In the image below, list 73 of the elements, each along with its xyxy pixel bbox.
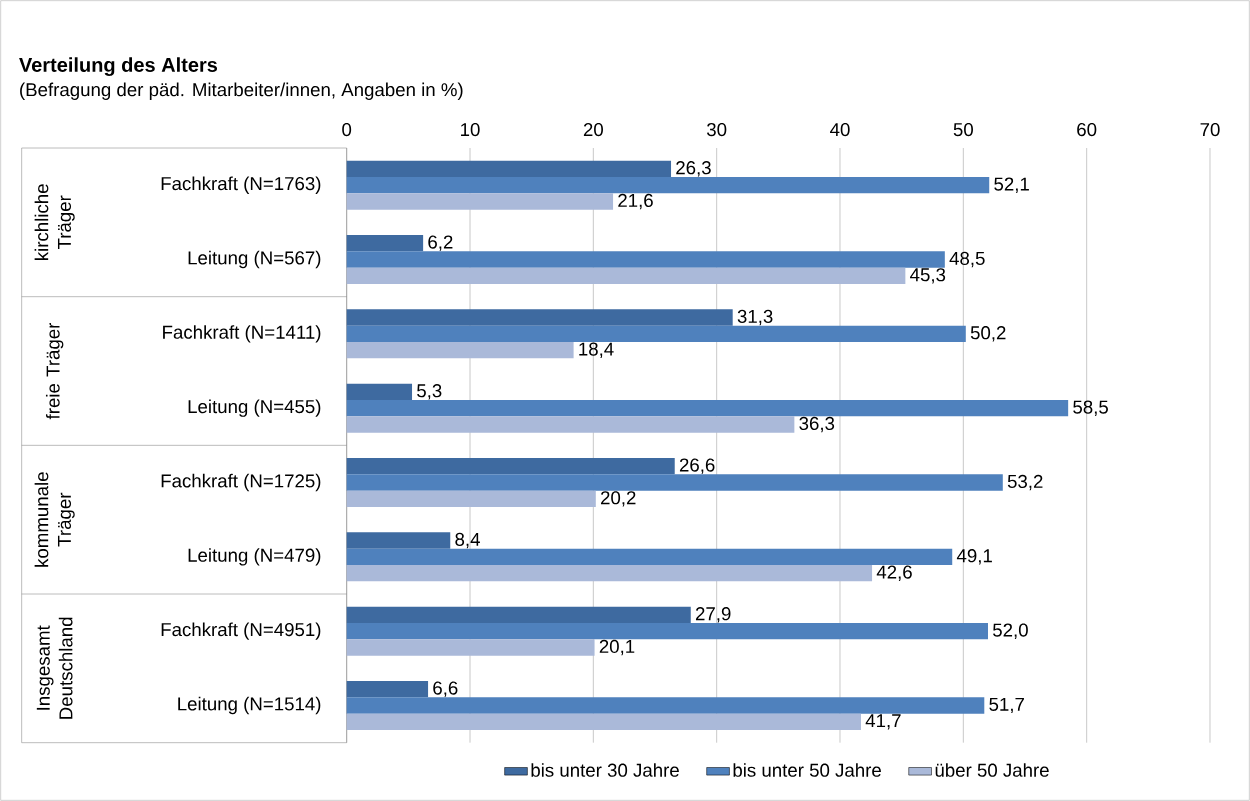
data-label: 20,2 — [601, 491, 636, 507]
data-label: 52,0 — [993, 623, 1028, 639]
bar — [346, 680, 429, 698]
bar — [346, 251, 945, 268]
data-label: 5,3 — [417, 384, 442, 400]
x-tick-label: 30 — [706, 122, 727, 137]
bar — [346, 309, 733, 326]
data-label: 48,5 — [949, 251, 985, 268]
text: freie Träger — [45, 322, 64, 420]
y-tick-label: Fachkraft (N=1725) — [161, 473, 321, 492]
y-tick-label: Fachkraft (N=1763) — [161, 176, 321, 194]
bar — [346, 474, 1003, 491]
y-tick-label: Fachkraft (N=4951) — [161, 622, 321, 640]
data-label: 18,4 — [579, 342, 614, 358]
y-tick-label: Fachkraft (N=1411) — [163, 325, 321, 343]
bar — [346, 548, 953, 566]
x-tick-label: 50 — [953, 122, 973, 137]
data-label: 31,3 — [737, 309, 773, 326]
data-label: 8,4 — [455, 532, 480, 549]
text: Insgesamt Deutschland — [36, 617, 73, 719]
y-tick-label: Leitung (N=455) — [188, 399, 321, 417]
bar — [346, 565, 873, 582]
y-tick-label: Leitung (N=1514) — [178, 696, 321, 715]
bar — [346, 177, 990, 194]
data-label: 50,2 — [970, 326, 1006, 342]
bar — [346, 383, 413, 400]
bar — [346, 416, 795, 433]
data-label: 26,6 — [679, 458, 715, 474]
data-label: 51,7 — [989, 697, 1024, 714]
data-label: 45,3 — [910, 268, 946, 284]
bar — [346, 400, 1069, 417]
bar — [346, 606, 691, 623]
text: kirchliche Träger — [34, 184, 75, 260]
bar — [346, 623, 988, 640]
legend-label: über 50 Jahre — [935, 763, 1049, 777]
x-tick-label: 10 — [461, 122, 480, 137]
x-tick-label: 40 — [830, 122, 850, 137]
bar — [346, 267, 906, 285]
bar — [346, 160, 672, 177]
data-label: 41,7 — [865, 714, 901, 730]
bar — [346, 234, 424, 252]
legend-label: bis unter 50 Jahre — [733, 763, 881, 777]
legend-label: bis unter 30 Jahre — [531, 763, 679, 777]
bar — [346, 532, 451, 549]
bar — [346, 639, 595, 656]
y-tick-label: Leitung (N=567) — [188, 250, 321, 269]
data-label: 27,9 — [695, 607, 731, 623]
bar — [346, 193, 614, 210]
text: kommunale Träger — [34, 472, 75, 567]
data-label: 20,1 — [599, 639, 635, 656]
data-label: 36,3 — [799, 416, 835, 433]
text: Verteilung des Alters — [19, 57, 218, 76]
bar — [346, 490, 596, 508]
data-label: 49,1 — [956, 549, 992, 565]
data-label: 58,5 — [1073, 400, 1108, 416]
x-tick-label: 20 — [583, 122, 603, 137]
data-label: 6,6 — [433, 681, 458, 697]
bar — [346, 697, 985, 714]
data-label: 21,6 — [618, 193, 653, 210]
bar — [346, 325, 966, 343]
bar — [346, 713, 861, 731]
data-label: 52,1 — [994, 177, 1029, 193]
bar — [346, 342, 574, 359]
bar — [346, 457, 675, 475]
x-tick-label: 0 — [342, 122, 352, 137]
data-label: 26,3 — [676, 161, 711, 177]
data-label: 6,2 — [428, 235, 453, 251]
chart-subtitle: (Befragung der päd. Mitarbeiter/innen, Angaben in %) — [20, 82, 463, 100]
y-tick-label: Leitung (N=479) — [188, 548, 321, 566]
data-label: 42,6 — [876, 565, 912, 581]
x-tick-label: 60 — [1077, 122, 1097, 137]
data-label: 53,2 — [1007, 474, 1043, 491]
x-tick-label: 70 — [1200, 122, 1220, 137]
